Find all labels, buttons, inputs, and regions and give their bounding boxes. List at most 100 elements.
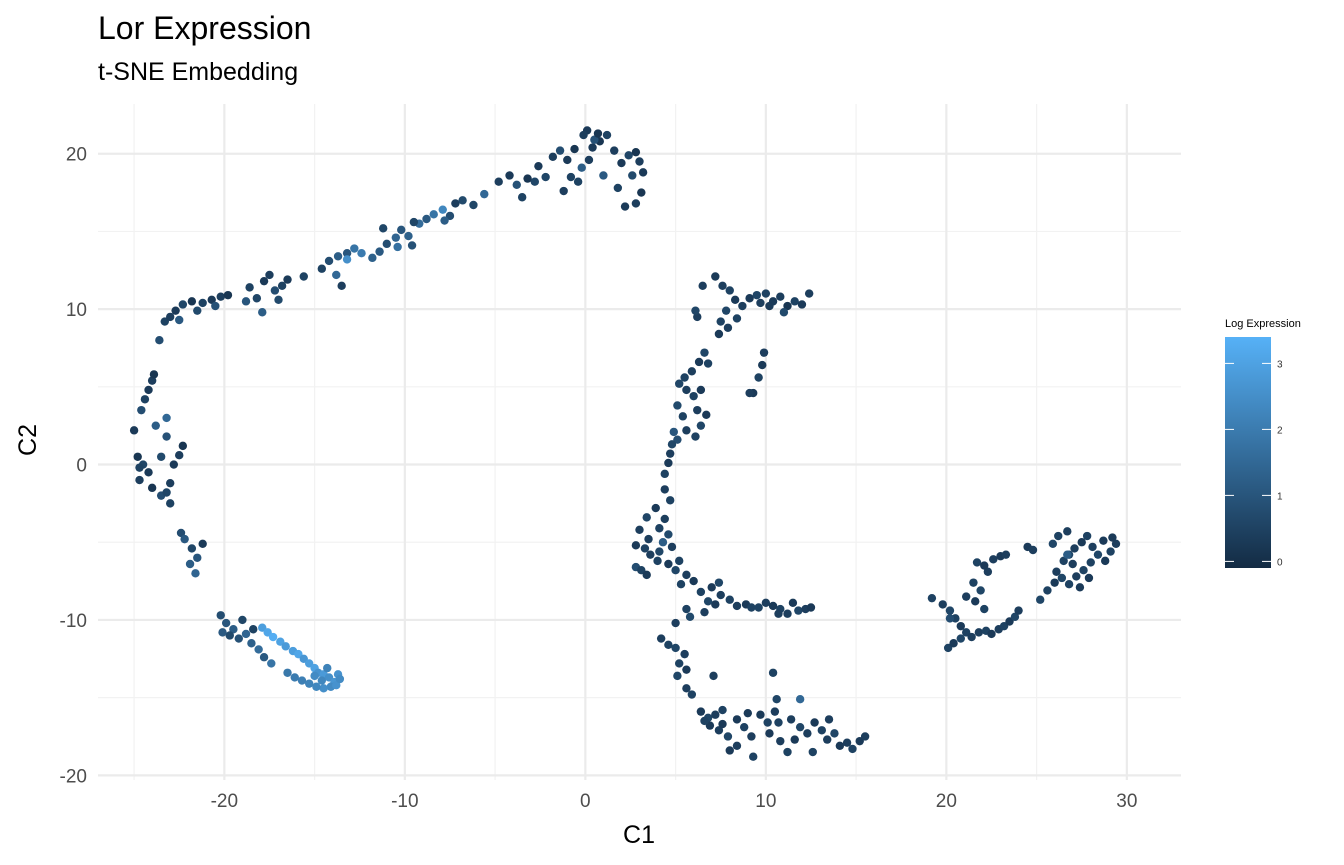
data-point — [357, 248, 366, 258]
data-point — [842, 738, 852, 747]
data-point — [711, 600, 720, 609]
data-point — [725, 286, 734, 295]
x-tick-label: 10 — [755, 791, 776, 812]
data-point — [768, 668, 778, 677]
data-point — [247, 639, 256, 648]
data-point — [166, 499, 175, 508]
data-point — [635, 157, 644, 166]
data-point — [962, 592, 971, 601]
data-point — [238, 615, 247, 625]
data-point — [660, 485, 669, 494]
x-tick-label: 20 — [936, 791, 957, 812]
data-point — [259, 653, 269, 662]
data-point — [631, 541, 641, 550]
data-point — [342, 248, 352, 258]
data-point — [283, 668, 292, 677]
data-point — [759, 348, 769, 357]
data-point — [637, 188, 646, 197]
data-point — [664, 458, 673, 468]
data-point — [277, 281, 287, 291]
data-point — [337, 281, 346, 291]
data-point — [1050, 578, 1059, 587]
data-point — [133, 452, 142, 461]
x-tick-label: 30 — [1116, 791, 1137, 812]
y-axis-ticks: -20 -10 0 10 20 — [60, 145, 87, 788]
data-point — [770, 707, 780, 716]
data-point — [640, 544, 650, 553]
data-point — [700, 607, 709, 617]
data-point — [494, 177, 503, 186]
data-point — [675, 556, 684, 566]
data-point — [512, 180, 521, 190]
data-point — [245, 283, 254, 292]
data-point — [848, 744, 857, 754]
minor-gridlines — [98, 104, 1181, 780]
data-point — [732, 715, 742, 724]
data-point — [675, 379, 684, 388]
data-point — [422, 214, 431, 224]
data-point — [299, 272, 308, 281]
data-point — [696, 385, 706, 395]
data-point — [678, 412, 688, 421]
data-point — [198, 539, 207, 548]
data-point — [270, 286, 280, 295]
data-point — [795, 694, 805, 704]
data-point — [752, 290, 762, 300]
y-tick-label: 0 — [76, 456, 87, 477]
data-point — [588, 143, 597, 152]
y-tick-label: -10 — [60, 611, 87, 632]
data-point — [590, 135, 599, 144]
data-point — [700, 348, 709, 357]
data-point — [698, 281, 707, 291]
data-point — [563, 155, 572, 165]
data-point — [1063, 527, 1072, 536]
data-point — [980, 561, 989, 570]
data-point — [730, 295, 740, 305]
data-point — [976, 586, 985, 595]
data-point — [1052, 567, 1061, 576]
data-point — [804, 289, 814, 298]
data-point — [824, 715, 834, 724]
data-point — [685, 612, 695, 622]
data-point — [156, 452, 166, 461]
data-point — [391, 233, 401, 242]
data-point — [725, 746, 734, 755]
data-point — [129, 426, 139, 435]
data-point — [317, 264, 327, 273]
data-point — [185, 559, 195, 569]
data-point — [191, 569, 200, 578]
data-point — [407, 241, 417, 250]
data-point — [732, 741, 742, 751]
data-point — [768, 601, 778, 611]
data-point — [1068, 559, 1077, 569]
data-point — [297, 676, 307, 685]
data-point — [671, 566, 680, 575]
x-tick-label: -10 — [391, 791, 418, 812]
data-point — [480, 189, 489, 199]
data-point — [945, 606, 955, 615]
data-point — [252, 294, 262, 303]
data-point — [749, 752, 758, 761]
legend-tick-label: 2 — [1277, 425, 1283, 436]
data-point — [956, 634, 965, 643]
data-point — [667, 542, 677, 552]
data-point — [1079, 566, 1088, 575]
data-point — [732, 601, 742, 611]
data-point — [689, 576, 698, 586]
data-point — [774, 609, 783, 618]
data-point — [664, 559, 673, 569]
data-point — [319, 684, 328, 693]
data-point — [187, 297, 197, 306]
data-point — [312, 682, 321, 691]
data-point — [162, 488, 171, 497]
data-point — [644, 534, 653, 544]
data-point — [332, 270, 341, 280]
data-point — [806, 603, 816, 612]
data-point — [716, 317, 725, 326]
data-point — [987, 629, 996, 639]
data-point — [732, 314, 742, 323]
data-point — [175, 315, 184, 325]
data-point — [1100, 556, 1110, 566]
x-axis-title: C1 — [623, 821, 655, 849]
data-point — [135, 463, 144, 472]
